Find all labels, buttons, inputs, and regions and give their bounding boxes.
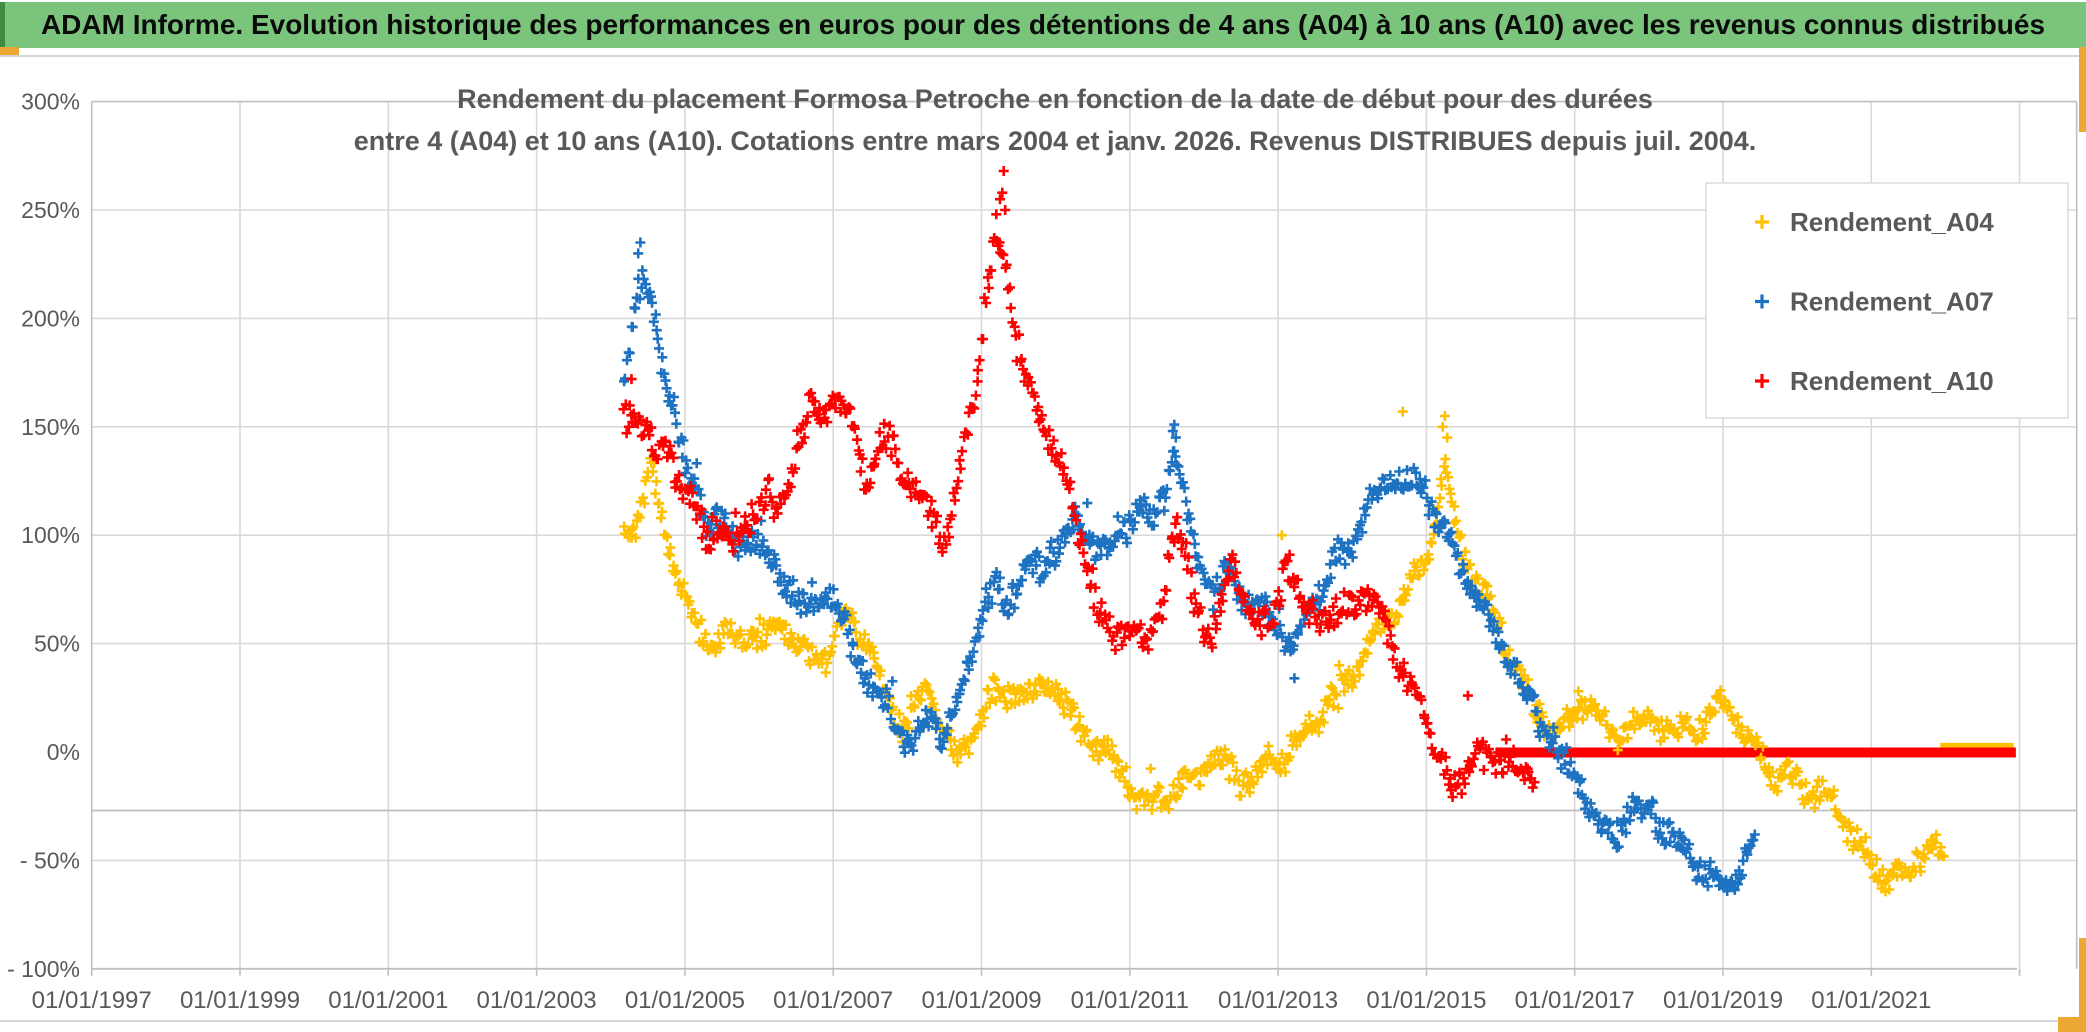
x-axis-tick-label: 01/01/2005 [625, 987, 745, 1014]
y-axis-tick-label: 0% [47, 739, 80, 765]
legend: Rendement_A04 Rendement_A07 Rendement_A10 [1705, 182, 2069, 419]
header-accent [0, 2, 5, 48]
header-bar: ADAM Informe. Evolution historique des p… [0, 2, 2086, 48]
x-axis-tick-label: 01/01/2017 [1515, 987, 1635, 1014]
x-axis-tick-label: 01/01/2019 [1663, 987, 1783, 1014]
y-axis-tick-label: - 50% [20, 847, 80, 873]
y-axis-tick-label: 50% [34, 631, 80, 657]
x-axis-tick-label: 01/01/2015 [1366, 987, 1486, 1014]
x-axis-tick-label: 01/01/2009 [921, 987, 1041, 1014]
gold-accent-right [2079, 938, 2086, 1032]
x-axis-tick-label: 01/01/1999 [180, 987, 300, 1014]
gold-accent-top-right [2079, 47, 2086, 132]
x-axis-tick-label: 01/01/2001 [328, 987, 448, 1014]
x-axis-tick-label: 01/01/2003 [477, 987, 597, 1014]
scatter-series-Rendement_A07 [619, 237, 1760, 896]
bottom-separator [0, 1020, 2062, 1022]
legend-label-Rendement_A10[interactable]: Rendement_A10 [1790, 366, 1994, 396]
top-separator [0, 55, 2086, 57]
legend-label-Rendement_A07[interactable]: Rendement_A07 [1790, 287, 1994, 317]
legend-marker-Rendement_A10 [1755, 374, 1769, 388]
y-axis-tick-label: 150% [21, 414, 80, 440]
y-axis-tick-label: 200% [21, 305, 80, 331]
chart-title-line2: entre 4 (A04) et 10 ans (A10). Cotations… [354, 126, 1757, 156]
legend-label-Rendement_A04[interactable]: Rendement_A04 [1790, 207, 1994, 237]
legend-marker-Rendement_A07 [1755, 294, 1769, 309]
x-axis-tick-label: 01/01/2021 [1811, 987, 1931, 1014]
x-axis-tick-label: 01/01/2007 [773, 987, 893, 1014]
x-axis-tick-label: 01/01/2013 [1218, 987, 1338, 1014]
gold-accent-top-left [0, 47, 19, 55]
data-series [618, 166, 2016, 897]
page-title: ADAM Informe. Evolution historique des p… [40, 9, 2046, 40]
scatter-series-Rendement_A10 [618, 166, 1540, 802]
gold-accent-bottom-right-corner [2058, 1017, 2086, 1032]
y-axis-tick-label: 250% [21, 197, 80, 223]
x-axis-tick-label: 01/01/1997 [32, 987, 152, 1014]
chart-title-line1: Rendement du placement Formosa Petroche … [457, 84, 1653, 114]
x-axis-tick-label: 01/01/2011 [1071, 987, 1189, 1014]
y-axis-tick-label: 300% [21, 89, 80, 115]
legend-marker-Rendement_A04 [1755, 215, 1769, 229]
y-axis-tick-label: - 100% [7, 956, 80, 982]
axes: 300% 250% 200% 150% 100% 50% 0% - 50% - 100% 01/0… [7, 89, 2078, 1014]
y-axis-tick-label: 100% [21, 522, 80, 548]
